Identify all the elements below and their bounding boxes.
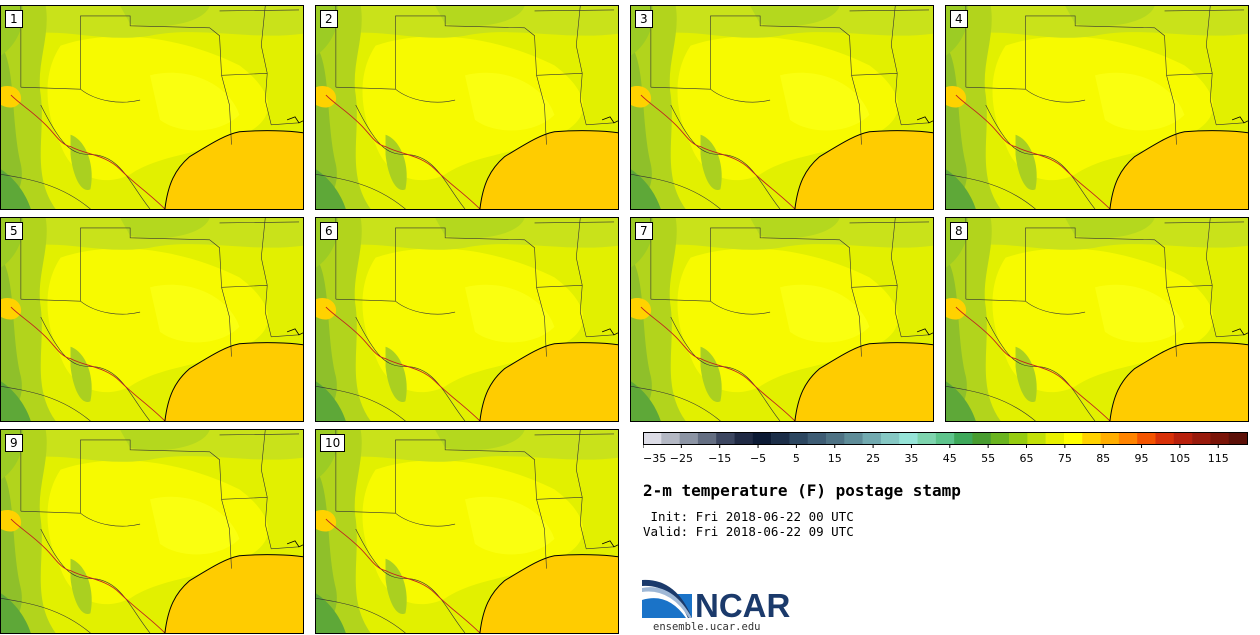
colorbar-box <box>1192 432 1211 444</box>
colorbar-box <box>771 432 790 444</box>
colorbar-tick-label: 25 <box>866 452 880 465</box>
temperature-map <box>1 430 303 633</box>
colorbar-outline <box>643 432 1248 445</box>
temperature-map <box>946 218 1248 421</box>
member-number: 4 <box>950 10 968 28</box>
colorbar-tick-label: 85 <box>1096 452 1110 465</box>
colorbar-tick-label: −15 <box>708 452 731 465</box>
colorbar-box <box>752 432 772 444</box>
temperature-colorbar: −35 −25 −15 −5 5 15 25 35 45 55 65 75 85 95 105 115 <box>643 432 1248 465</box>
colorbar-tick-label: 45 <box>943 452 957 465</box>
ncar-arc-icon <box>642 579 692 618</box>
colorbar-box <box>1045 432 1065 444</box>
init-time: Init: Fri 2018-06-22 00 UTC <box>643 509 854 524</box>
member-number: 2 <box>320 10 338 28</box>
colorbar-tick-label: 95 <box>1135 452 1149 465</box>
colorbar-box <box>1100 432 1120 444</box>
colorbar-box <box>1210 432 1229 444</box>
stamp-panel-7[interactable]: 7 <box>630 217 934 422</box>
member-number: 10 <box>320 434 346 452</box>
colorbar-box <box>789 432 809 444</box>
logo-text: NCAR <box>695 587 790 622</box>
colorbar-box <box>1155 432 1175 444</box>
colorbar-box <box>1027 432 1046 444</box>
colorbar-box <box>954 432 973 444</box>
colorbar-box <box>643 432 662 444</box>
stamp-panel-9[interactable]: 9 <box>0 429 304 634</box>
colorbar-box <box>1173 432 1193 444</box>
chart-title: 2-m temperature (F) postage stamp <box>643 481 961 500</box>
member-number: 1 <box>5 10 23 28</box>
colorbar-box <box>1118 432 1138 444</box>
colorbar-box <box>880 432 900 444</box>
member-number: 9 <box>5 434 23 452</box>
member-number: 8 <box>950 222 968 240</box>
colorbar-tick-label: −5 <box>750 452 766 465</box>
colorbar-box <box>1228 432 1248 444</box>
temperature-map <box>316 218 618 421</box>
member-number: 6 <box>320 222 338 240</box>
colorbar-box <box>899 432 918 444</box>
stamp-panel-2[interactable]: 2 <box>315 5 619 210</box>
colorbar-box <box>734 432 754 444</box>
member-number: 7 <box>635 222 653 240</box>
colorbar-tick-label: 115 <box>1208 452 1229 465</box>
colorbar-tick-label: −35 <box>643 452 666 465</box>
temperature-map <box>316 6 618 209</box>
stamp-panel-10[interactable]: 10 <box>315 429 619 634</box>
temperature-map <box>316 430 618 633</box>
colorbar-tick-label: 15 <box>828 452 842 465</box>
temperature-map <box>631 218 933 421</box>
colorbar-box <box>1063 432 1083 444</box>
temperature-map <box>946 6 1248 209</box>
colorbar-box <box>697 432 717 444</box>
colorbar-tick-label: 35 <box>904 452 918 465</box>
colorbar-tick-label: 5 <box>793 452 800 465</box>
ncar-logo[interactable]: NCAR <box>642 578 792 622</box>
colorbar-box <box>1082 432 1101 444</box>
colorbar-box <box>716 432 735 444</box>
colorbar-box <box>844 432 863 444</box>
colorbar-box <box>972 432 992 444</box>
member-number: 3 <box>635 10 653 28</box>
temperature-map <box>631 6 933 209</box>
colorbar-box <box>661 432 680 444</box>
member-number: 5 <box>5 222 23 240</box>
stamp-panel-3[interactable]: 3 <box>630 5 934 210</box>
stamp-panel-1[interactable]: 1 <box>0 5 304 210</box>
colorbar-tick-label: −25 <box>670 452 693 465</box>
colorbar-tick-label: 75 <box>1058 452 1072 465</box>
colorbar-box <box>990 432 1010 444</box>
stamp-panel-6[interactable]: 6 <box>315 217 619 422</box>
logo-url[interactable]: ensemble.ucar.edu <box>653 621 761 633</box>
colorbar-box <box>1137 432 1156 444</box>
colorbar-box <box>1009 432 1028 444</box>
colorbar-box <box>679 432 699 444</box>
valid-time: Valid: Fri 2018-06-22 09 UTC <box>643 524 854 539</box>
stamp-panel-4[interactable]: 4 <box>945 5 1249 210</box>
stamp-panel-5[interactable]: 5 <box>0 217 304 422</box>
colorbar-tick-label: 55 <box>981 452 995 465</box>
colorbar-box <box>826 432 845 444</box>
colorbar-box <box>917 432 937 444</box>
colorbar-box <box>935 432 955 444</box>
colorbar-tick-label: 105 <box>1169 452 1190 465</box>
temperature-map <box>1 218 303 421</box>
colorbar-box <box>807 432 827 444</box>
colorbar-box <box>862 432 882 444</box>
stamp-panel-8[interactable]: 8 <box>945 217 1249 422</box>
colorbar-tick-label: 65 <box>1019 452 1033 465</box>
temperature-map <box>1 6 303 209</box>
